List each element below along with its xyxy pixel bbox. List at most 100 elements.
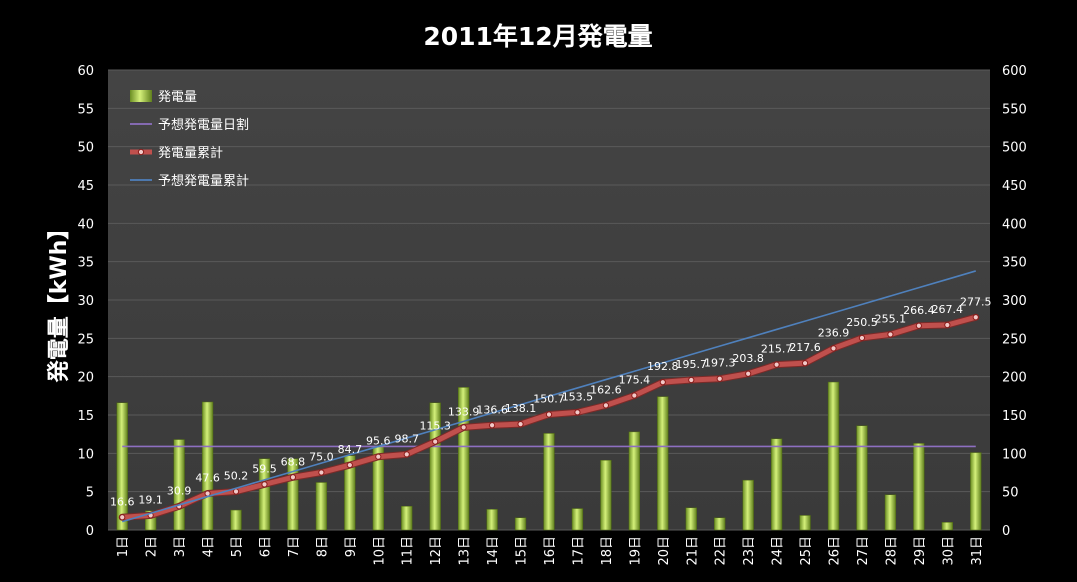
x-tick-label: 7日 [287,536,302,557]
x-tick-label: 23日 [742,536,757,566]
data-label: 215.7 [761,343,793,356]
cumulative-point [119,514,126,521]
bar [913,443,925,531]
y2-tick-label: 600 [1002,64,1027,79]
y-tick-label: 20 [77,371,94,386]
bar [827,381,840,531]
cumulative-point [488,422,496,429]
x-tick-label: 30日 [941,536,956,566]
cumulative-point [261,481,268,488]
y-tick-label: 30 [77,294,94,309]
cumulative-point [745,370,752,377]
cumulative-point [346,461,353,469]
cumulative-point [915,322,922,329]
y-axis-left: 0 5 10 15 20 25 30 35 40 45 50 55 60 [77,64,94,539]
bar [600,459,612,531]
x-tick-label: 15日 [515,536,530,566]
cumulative-point [403,451,410,458]
cumulative-point [773,361,780,368]
data-label: 98.7 [394,432,419,445]
data-label: 153.5 [562,390,594,403]
data-label: 150.7 [533,392,565,405]
x-tick-label: 8日 [315,536,330,557]
data-label: 250.5 [846,316,878,329]
data-label: 197.3 [704,357,736,370]
x-tick-label: 19日 [628,536,643,566]
bar [486,509,498,531]
y2-tick-label: 300 [1002,294,1027,309]
data-label: 75.0 [309,451,334,464]
legend-label: 予想発電量累計 [158,173,249,189]
y-tick-label: 35 [77,256,94,271]
cumulative-point [716,375,723,382]
bar [258,458,271,531]
cumulative-point [659,379,666,386]
cumulative-point [944,321,951,329]
x-tick-label: 24日 [771,536,786,566]
x-tick-label: 31日 [970,536,985,566]
bar [315,482,328,531]
x-tick-label: 6日 [258,536,273,557]
data-label: 95.6 [366,435,391,448]
cumulative-point [688,376,695,384]
x-tick-label: 26日 [828,536,843,566]
data-label: 162.6 [590,383,622,396]
y2-tick-label: 400 [1002,217,1027,232]
bar [173,439,185,531]
legend-label: 予想発電量日割 [158,117,249,133]
bar-series [116,381,982,531]
bar [201,401,214,531]
cumulative-point [858,334,866,342]
y-tick-label: 50 [77,141,94,156]
x-tick-label: 16日 [543,536,558,566]
x-axis: 1日 2日 3日 4日 5日 6日 7日 8日 9日 10日 11日 12日 13日 14日 15日 16日 1… [116,536,985,566]
data-label: 255.1 [875,312,907,325]
data-label: 16.6 [110,495,135,508]
cumulative-point [602,402,610,409]
y2-tick-label: 50 [1002,486,1019,501]
cumulative-point [432,438,439,445]
line-series [118,270,980,523]
cumulative-point [460,424,467,431]
x-tick-label: 22日 [714,536,729,566]
x-tick-label: 27日 [856,536,871,566]
forecast-cumulative-line [122,270,976,523]
y-tick-label: 10 [77,447,94,462]
cumulative-point [830,345,837,352]
bar [714,517,726,531]
bar [514,517,527,531]
x-tick-label: 4日 [202,536,217,557]
data-label: 30.9 [167,484,192,497]
cumulative-point [517,421,524,428]
x-tick-label: 25日 [799,536,814,566]
y2-tick-label: 150 [1002,409,1027,424]
bar [856,425,868,531]
data-labels: 16.6 19.1 30.947.6 50.259.5 68.8 75.0 84.795.6… [110,295,992,508]
data-label: 133.9 [448,405,480,418]
bar [230,509,242,531]
x-tick-label: 5日 [230,536,245,557]
x-tick-label: 9日 [344,536,359,557]
bar [457,387,470,531]
bar [287,458,299,531]
x-tick-label: 2日 [145,536,160,557]
y2-tick-label: 550 [1002,102,1027,117]
data-label: 192.8 [647,360,679,373]
data-label: 195.7 [676,358,708,371]
y-axis-title: 発電量【kWh】 [47,218,72,384]
legend-marker [137,148,145,156]
legend-label: 発電量 [158,90,197,105]
data-label: 50.2 [224,470,249,483]
y2-tick-label: 450 [1002,179,1027,194]
cumulative-point [631,392,638,399]
cumulative-point [318,469,325,476]
y-tick-label: 0 [86,524,94,539]
data-label: 136.6 [476,403,508,416]
data-label: 59.5 [252,462,277,475]
y-tick-label: 55 [77,102,94,117]
data-label: 203.8 [732,352,764,365]
cumulative-point [375,453,382,460]
